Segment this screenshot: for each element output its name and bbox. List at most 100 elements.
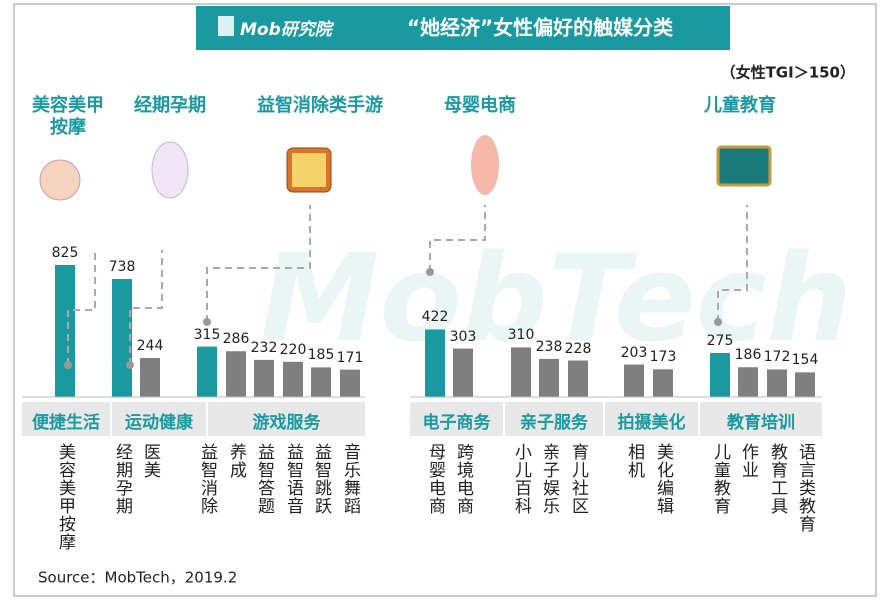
icon [292,153,326,187]
value-label: 315 [193,326,221,343]
value-label: 232 [250,339,278,356]
chart-title: “她经济”女性偏好的触媒分类 [407,16,673,40]
value-label: 738 [108,258,136,275]
group-label: 电子商务 [422,413,491,433]
value-label: 422 [421,309,449,326]
connector-dot [714,318,722,326]
bar [767,369,787,397]
value-label: 220 [279,341,307,358]
connector-dot [203,318,211,326]
icon [39,159,81,201]
logo: Mob研究院 [240,20,335,40]
value-label: 286 [222,331,250,348]
category-label: 教育工具 [767,443,787,515]
category-label: 美化编辑 [653,443,673,515]
source: Source：MobTech，2019.2 [38,569,237,587]
group-box [22,402,110,436]
value-label: 825 [51,245,79,261]
value-label: 238 [535,338,563,355]
group-label: 便捷生活 [32,413,100,433]
group-label: 游戏服务 [252,413,321,433]
category-label: 相机 [624,443,644,479]
bar [283,361,303,397]
group-label: 运动健康 [125,413,193,433]
group-box [605,402,698,436]
bar [340,369,360,397]
bar [624,364,644,397]
category-label: 作业 [738,443,758,479]
group-box [112,402,206,436]
value-label: 244 [136,337,164,354]
connector [67,252,96,365]
group-label: 亲子服务 [520,413,588,433]
value-label: 173 [649,349,677,366]
category-label: 医美 [140,443,160,479]
connector-dot [64,361,72,369]
group-box [410,402,503,436]
value-label: 303 [449,328,477,345]
bar [795,372,815,397]
category-label: 跨境电商 [453,443,473,515]
category-label: 经期孕期 [112,443,132,515]
category-label: 亲子娱乐 [539,443,559,515]
highlight-label: 美容美甲按摩 [32,95,104,138]
icon [716,145,772,187]
connector-dot [126,361,134,369]
bar [197,346,217,397]
bar [226,351,246,397]
bar [738,367,758,397]
bar [568,360,588,397]
bar [710,353,730,397]
icon [151,141,189,199]
bar [653,369,673,397]
bar [539,358,559,397]
note: （女性TGI＞150） [721,64,855,82]
bar [55,265,75,397]
highlight-label: 儿童教育 [704,95,776,116]
value-label: 203 [620,344,648,361]
value-label: 228 [564,340,592,357]
category-label: 儿童教育 [710,443,730,515]
connector [206,205,311,322]
category-label: 美容美甲按摩 [55,443,75,551]
value-label: 186 [734,347,762,364]
connector [129,250,163,365]
bar [254,359,274,397]
group-label: 拍摄美化 [617,413,686,433]
category-label: 音乐舞蹈 [340,443,360,515]
title-banner [196,6,730,50]
category-label: 益智跳跃 [311,443,331,515]
category-label: 养成 [226,443,246,479]
bar [453,348,473,397]
connector [717,205,748,322]
value-label: 171 [336,349,364,366]
connector [429,205,486,272]
category-label: 益智答题 [254,443,274,515]
category-label: 母婴电商 [425,443,445,515]
group-label: 教育培训 [727,413,795,433]
category-label: 益智消除 [197,443,217,515]
frame [13,3,877,597]
value-label: 275 [706,333,734,349]
highlight-label: 经期孕期 [134,95,206,116]
group-box [208,402,365,436]
highlight-label: 母婴电商 [444,95,516,116]
value-label: 154 [791,352,819,369]
logo-icon [218,16,234,36]
bar [511,347,531,397]
bar [311,367,331,397]
group-box [700,402,822,436]
value-label: 172 [763,349,791,366]
value-label: 310 [507,327,535,344]
watermark: MobTech [260,230,852,369]
bar [425,329,445,397]
bar [140,357,160,397]
highlight-label: 益智消除类手游 [257,95,383,116]
connector-dot [426,268,434,276]
category-label: 益智语音 [283,443,303,515]
value-label: 185 [307,347,335,364]
group-box [505,402,603,436]
category-label: 语言类教育 [795,443,815,533]
